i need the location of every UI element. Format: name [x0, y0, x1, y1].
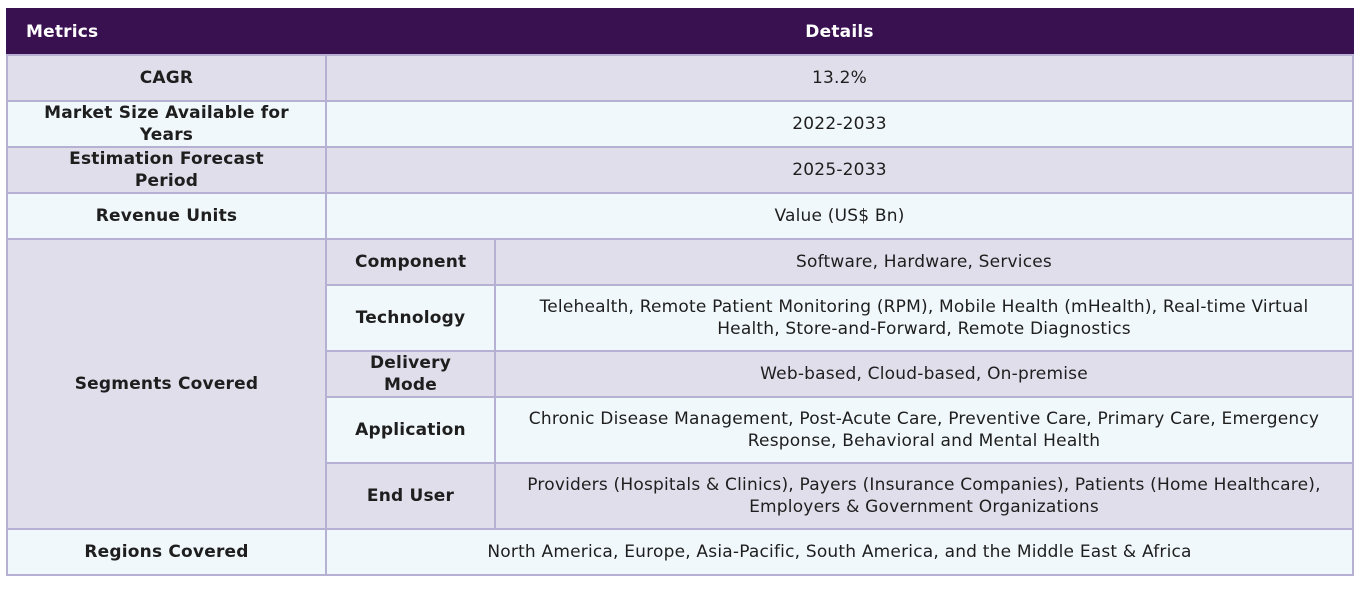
report-metrics-table: Metrics Details CAGR 13.2% Market Size A…	[6, 8, 1355, 576]
metrics-column-header: Metrics	[6, 8, 327, 56]
metric-cell: CAGR	[6, 54, 327, 102]
table-row-cagr: CAGR 13.2%	[6, 54, 1355, 102]
segment-name-cell: Application	[325, 396, 496, 464]
table-row-segment-end-user: End User Providers (Hospitals & Clinics)…	[7, 462, 1355, 530]
metric-cell: Market Size Available for Years	[6, 100, 327, 148]
details-cell: 2025-2033	[324, 146, 1355, 194]
table-row-segment-delivery-mode: Delivery Mode Web-based, Cloud-based, On…	[7, 350, 1355, 398]
segment-name-cell: Technology	[325, 284, 496, 352]
segment-details-cell: Chronic Disease Management, Post-Acute C…	[493, 396, 1355, 464]
details-cell: 13.2%	[324, 54, 1355, 102]
metric-cell: Estimation Forecast Period	[6, 146, 327, 194]
report-metrics-table-container: Metrics Details CAGR 13.2% Market Size A…	[6, 8, 1355, 576]
segment-details-cell: Software, Hardware, Services	[493, 238, 1355, 286]
table-row-revenue-units: Revenue Units Value (US$ Bn)	[6, 192, 1355, 240]
details-cell: 2022-2033	[324, 100, 1355, 148]
segments-covered-cell: Segments Covered	[6, 238, 327, 530]
table-row-segment-technology: Technology Telehealth, Remote Patient Mo…	[7, 284, 1355, 352]
details-cell: Value (US$ Bn)	[324, 192, 1355, 240]
segment-name-cell: Delivery Mode	[325, 350, 496, 398]
table-header-row: Metrics Details	[6, 8, 1355, 56]
details-column-header: Details	[324, 8, 1355, 56]
table-row-regions-covered: Regions Covered North America, Europe, A…	[6, 528, 1355, 576]
details-cell: North America, Europe, Asia-Pacific, Sou…	[324, 528, 1355, 576]
segment-name-cell: End User	[325, 462, 496, 530]
table-row-segment-application: Application Chronic Disease Management, …	[7, 396, 1355, 464]
segment-name-cell: Component	[325, 238, 496, 286]
table-row-segment-component: Segments Covered Component Software, Har…	[6, 238, 1355, 530]
metric-cell: Regions Covered	[6, 528, 327, 576]
table-row-forecast-period: Estimation Forecast Period 2025-2033	[6, 146, 1355, 194]
segment-details-cell: Providers (Hospitals & Clinics), Payers …	[493, 462, 1355, 530]
segment-details-cell: Web-based, Cloud-based, On-premise	[493, 350, 1355, 398]
table-row-market-size-years: Market Size Available for Years 2022-203…	[6, 100, 1355, 148]
segment-details-cell: Telehealth, Remote Patient Monitoring (R…	[493, 284, 1355, 352]
metric-cell: Revenue Units	[6, 192, 327, 240]
